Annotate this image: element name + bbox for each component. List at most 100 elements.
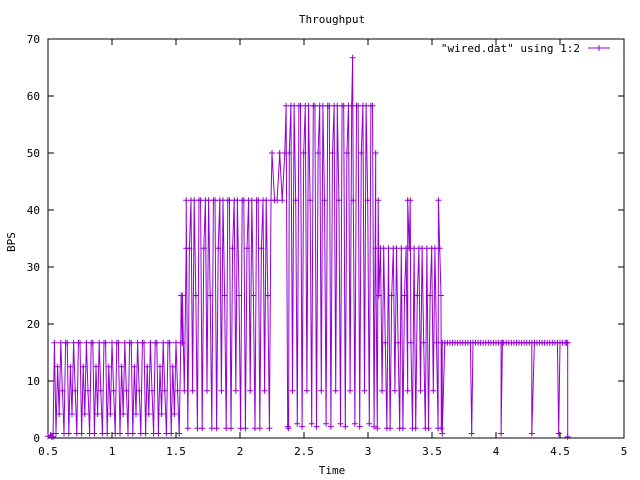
data-point <box>213 425 220 432</box>
y-tick-label: 60 <box>27 90 40 103</box>
x-tick-label: 5 <box>621 445 628 458</box>
data-point <box>417 387 424 394</box>
data-point <box>176 430 183 437</box>
data-point <box>105 363 112 370</box>
y-tick-label: 0 <box>33 432 40 445</box>
data-point <box>300 150 307 156</box>
data-point <box>438 425 445 432</box>
data-point <box>65 430 72 437</box>
data-point <box>294 420 301 427</box>
data-point <box>387 425 394 432</box>
data-point <box>327 423 334 430</box>
data-point <box>555 430 562 437</box>
data-point <box>242 425 249 432</box>
y-tick-label: 10 <box>27 375 40 388</box>
data-point <box>436 245 443 252</box>
data-point <box>120 411 127 418</box>
y-tick-label: 40 <box>27 204 40 217</box>
y-tick-label: 30 <box>27 261 40 274</box>
data-point <box>94 411 101 418</box>
legend: "wired.dat" using 1:2 <box>441 42 610 55</box>
data-point <box>369 102 376 109</box>
data-point <box>315 150 322 156</box>
data-point <box>347 387 354 394</box>
data-point <box>155 430 162 437</box>
x-tick-label: 3.5 <box>422 445 442 458</box>
x-tick-label: 1 <box>109 445 116 458</box>
data-point <box>110 387 117 394</box>
data-point <box>104 430 111 437</box>
data-point <box>335 197 342 204</box>
data-point <box>269 150 275 156</box>
data-point <box>375 197 382 204</box>
data-point <box>379 387 386 394</box>
data-point <box>89 339 96 346</box>
data-point <box>169 363 176 370</box>
data-point <box>97 387 104 394</box>
data-point <box>141 339 147 346</box>
data-point <box>247 387 254 394</box>
data-point <box>53 430 59 437</box>
data-point <box>102 339 109 346</box>
data-point <box>192 292 199 299</box>
data-point <box>78 430 85 437</box>
data-point <box>67 363 74 370</box>
data-point <box>142 430 149 437</box>
data-point <box>168 430 175 437</box>
data-point <box>395 339 402 346</box>
data-point <box>221 292 228 299</box>
data-point <box>414 292 421 299</box>
data-point <box>81 411 88 418</box>
data-point <box>564 339 571 346</box>
data-point <box>289 387 296 394</box>
x-tick-label: 2 <box>237 445 244 458</box>
data-point <box>184 425 191 432</box>
data-point <box>342 423 349 430</box>
data-point <box>407 339 414 346</box>
data-point <box>430 387 437 394</box>
data-point <box>258 245 265 252</box>
data-point <box>56 411 63 418</box>
data-point <box>337 420 344 427</box>
data-point <box>425 425 432 432</box>
data-point <box>307 197 314 204</box>
data-point <box>433 339 440 346</box>
data-point <box>528 430 535 437</box>
legend-marker-sample <box>596 45 602 51</box>
data-point <box>244 245 251 252</box>
data-point <box>179 339 186 346</box>
data-point <box>228 425 235 432</box>
data-point <box>439 430 446 437</box>
data-point <box>145 411 152 418</box>
data-point <box>391 387 398 394</box>
y-tick-label: 20 <box>27 318 40 331</box>
data-point <box>85 387 91 394</box>
data-point <box>468 430 475 437</box>
data-point <box>93 363 99 370</box>
x-tick-label: 4 <box>493 445 500 458</box>
data-point <box>286 150 293 156</box>
data-point <box>364 197 371 204</box>
data-point <box>321 197 328 204</box>
data-point <box>189 387 196 394</box>
data-point <box>564 433 571 440</box>
data-point <box>161 387 168 394</box>
data-point <box>115 339 122 346</box>
data-point <box>299 423 306 430</box>
plot-frame <box>47 38 625 439</box>
data-point <box>366 420 373 427</box>
data-point <box>218 387 225 394</box>
data-point <box>285 425 292 432</box>
data-point <box>204 387 211 394</box>
data-point <box>64 339 71 346</box>
data-point <box>199 425 206 432</box>
data-point <box>351 420 358 427</box>
data-point <box>437 292 444 299</box>
data-point <box>136 387 143 394</box>
data-point <box>131 363 138 370</box>
data-point <box>69 411 75 418</box>
data-point <box>401 292 408 299</box>
data-point <box>375 292 382 299</box>
